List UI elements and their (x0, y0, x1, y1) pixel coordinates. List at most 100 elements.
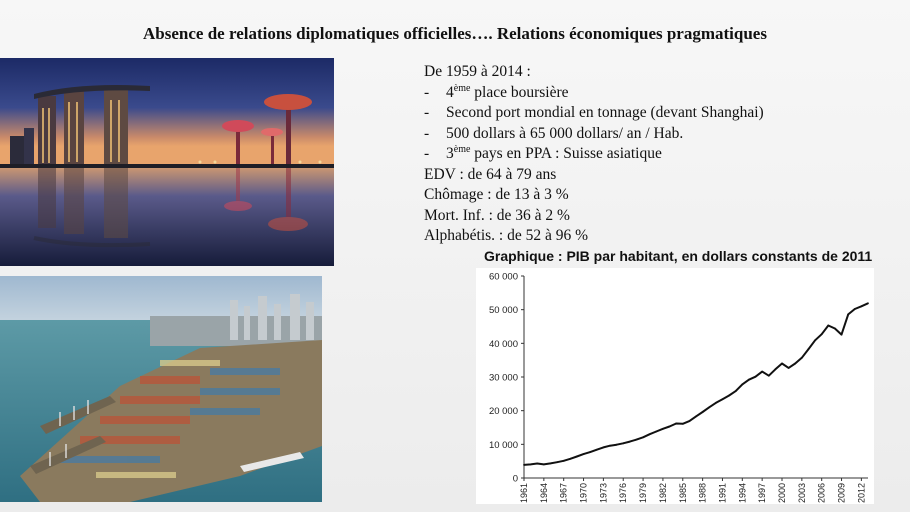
data-point (542, 463, 545, 466)
stat-line: Chômage : de 13 à 3 % (424, 186, 569, 203)
list-item: -500 dollars à 65 000 dollars/ an / Hab. (424, 124, 764, 145)
bullet-dash: - (424, 104, 430, 121)
x-tick-label: 2012 (856, 483, 866, 503)
data-point (807, 348, 810, 350)
x-tick-label: 1979 (638, 483, 648, 503)
list-item: -3ème pays en PPA : Suisse asiatique (424, 144, 764, 165)
data-point (695, 415, 697, 418)
data-point (853, 308, 856, 310)
x-tick-label: 1967 (559, 483, 569, 503)
data-point (814, 339, 816, 342)
bullet-dash: - (424, 83, 430, 101)
data-point (642, 436, 644, 439)
data-point (536, 462, 539, 465)
data-point (655, 430, 658, 433)
x-tick-label: 1973 (598, 483, 608, 503)
stat-line: Alphabétis. : de 52 à 96 % (424, 227, 589, 244)
ordinal-suffix: ème (453, 143, 471, 155)
list-item: -4ème place boursière (424, 83, 764, 104)
x-tick-label: 2003 (797, 483, 807, 503)
data-point (635, 438, 638, 441)
stat-line: Mort. Inf. : de 36 à 2 % (424, 206, 570, 224)
data-point (748, 378, 750, 381)
data-point (860, 305, 863, 308)
bullet-text: 500 dollars à 65 000 dollars/ an / Hab. (446, 124, 684, 142)
x-tick-label: 2000 (777, 483, 787, 503)
bullet-text: place boursière (470, 83, 569, 101)
y-tick-label: 10 000 (489, 440, 518, 451)
chart-canvas: 0 10 000 20 000 30 000 40 000 50 000 60 000 196… (489, 272, 869, 503)
data-point (569, 457, 572, 460)
y-tick-label: 50 000 (489, 305, 518, 316)
facts-intro: De 1959 à 2014 : (424, 63, 531, 80)
data-point (675, 422, 678, 425)
data-point (582, 453, 585, 455)
x-tick-label: 1985 (678, 483, 688, 503)
bullet-dash: - (424, 145, 430, 162)
data-point (867, 302, 869, 305)
x-tick-label: 1964 (539, 483, 549, 503)
x-tick-label: 2006 (817, 483, 827, 503)
gdp-chart: 0 10 000 20 000 30 000 40 000 50 000 60 000 196… (476, 268, 874, 504)
data-point (609, 444, 611, 447)
list-item: - Second port mondial en tonnage (devant … (424, 103, 764, 124)
data-point (523, 463, 525, 466)
data-point (767, 374, 770, 377)
ordinal-suffix: ème (453, 82, 471, 94)
data-point (529, 463, 532, 466)
data-point (595, 448, 598, 451)
data-point (708, 406, 711, 409)
data-point (701, 411, 704, 413)
data-point (787, 367, 790, 369)
data-point (576, 455, 578, 458)
data-point (668, 425, 671, 428)
data-point (774, 368, 777, 371)
facts-list: De 1959 à 2014 : -4ème place boursière -… (424, 62, 764, 247)
slide-title: Absence de relations diplomatiques offic… (143, 24, 767, 43)
x-tick-label: 1982 (658, 483, 668, 503)
bullet-dash: - (424, 124, 430, 142)
ordinal-number: 3 (446, 145, 454, 162)
bullet-text: pays en PPA : Suisse asiatique (470, 145, 662, 162)
data-point (556, 461, 558, 464)
data-point (728, 394, 730, 397)
data-point (847, 313, 850, 316)
x-tick-label: 1976 (618, 483, 628, 503)
x-tick-label: 1994 (737, 483, 747, 503)
data-point (714, 402, 717, 404)
y-tick-label: 40 000 (489, 339, 518, 350)
data-point (721, 398, 724, 401)
data-point (681, 422, 684, 425)
container-port-photo (0, 276, 322, 502)
ordinal-number: 4 (446, 83, 454, 101)
data-point (834, 327, 836, 330)
data-point (754, 375, 757, 378)
data-point (794, 362, 797, 365)
data-point (840, 333, 843, 336)
x-tick-label: 1988 (698, 483, 708, 503)
y-tick-label: 30 000 (489, 373, 518, 384)
data-point (549, 462, 552, 465)
x-tick-label: 1970 (579, 483, 589, 503)
data-point (761, 370, 764, 373)
data-point (628, 440, 631, 443)
chart-title: Graphique : PIB par habitant, en dollars… (484, 248, 873, 264)
data-point (562, 459, 565, 462)
data-point (615, 443, 618, 446)
series-line (523, 302, 869, 466)
x-tick-label: 2009 (837, 483, 847, 503)
y-tick-label: 0 (513, 474, 518, 485)
data-point (602, 446, 605, 449)
data-point (781, 362, 783, 365)
data-point (589, 451, 592, 453)
data-point (827, 324, 830, 327)
x-tick-label: 1961 (519, 483, 529, 503)
data-point (622, 442, 625, 445)
data-point (741, 383, 744, 386)
y-tick-label: 20 000 (489, 406, 518, 417)
data-point (662, 427, 664, 430)
data-point (648, 433, 651, 436)
stat-line: EDV : de 64 à 79 ans (424, 165, 557, 183)
x-tick-label: 1991 (717, 483, 727, 503)
y-tick-label: 60 000 (489, 272, 518, 283)
